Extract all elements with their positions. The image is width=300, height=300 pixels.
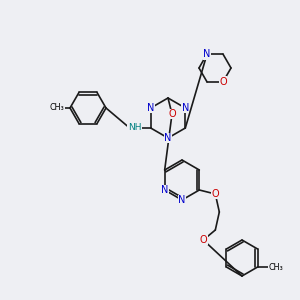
Text: O: O [219, 77, 227, 87]
Text: NH: NH [128, 124, 141, 133]
Text: CH₃: CH₃ [268, 262, 283, 272]
Text: N: N [161, 185, 168, 195]
Text: N: N [147, 103, 154, 113]
Text: O: O [212, 189, 219, 199]
Text: O: O [200, 235, 207, 245]
Text: N: N [164, 133, 172, 143]
Text: CH₃: CH₃ [50, 103, 64, 112]
Text: O: O [168, 109, 176, 119]
Text: N: N [203, 49, 211, 59]
Text: N: N [178, 195, 186, 205]
Text: N: N [182, 103, 189, 113]
